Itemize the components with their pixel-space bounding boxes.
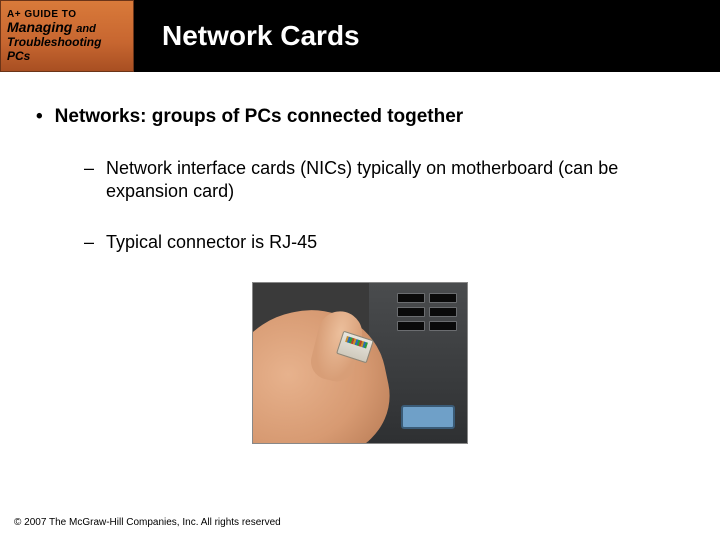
bullet-level-2: – Typical connector is RJ-45 — [84, 231, 644, 254]
usb-port-icon — [429, 307, 457, 317]
logo-line-2a: Managing — [7, 19, 72, 35]
bullet-level-2: – Network interface cards (NICs) typical… — [84, 157, 644, 203]
bullet-dash-icon: – — [84, 157, 94, 203]
logo-line-3: Troubleshooting PCs — [7, 35, 127, 63]
rj45-photo — [252, 282, 468, 444]
slide-title: Network Cards — [162, 20, 360, 52]
bullet-level-1: • Networks: groups of PCs connected toge… — [36, 106, 684, 129]
image-container — [36, 282, 684, 444]
bullet-dot-icon: • — [36, 106, 43, 129]
logo-line-2: Managing and — [7, 20, 127, 36]
usb-port-icon — [397, 321, 425, 331]
usb-port-icon — [429, 293, 457, 303]
serial-port-icon — [401, 405, 455, 429]
subbullet-1-text: Network interface cards (NICs) typically… — [106, 157, 644, 203]
usb-port-icon — [429, 321, 457, 331]
usb-port-icon — [397, 293, 425, 303]
bullet-dash-icon: – — [84, 231, 94, 254]
copyright-text: © 2007 The McGraw-Hill Companies, Inc. A… — [14, 517, 281, 528]
usb-port-icon — [397, 307, 425, 317]
logo-line-2b: and — [76, 23, 96, 35]
usb-port-grid — [397, 293, 457, 331]
book-logo: A+ GUIDE TO Managing and Troubleshooting… — [0, 0, 134, 72]
bullet-1-text: Networks: groups of PCs connected togeth… — [55, 106, 464, 129]
slide-body: • Networks: groups of PCs connected toge… — [0, 72, 720, 444]
slide-header: A+ GUIDE TO Managing and Troubleshooting… — [0, 0, 720, 72]
subbullet-2-text: Typical connector is RJ-45 — [106, 231, 317, 254]
